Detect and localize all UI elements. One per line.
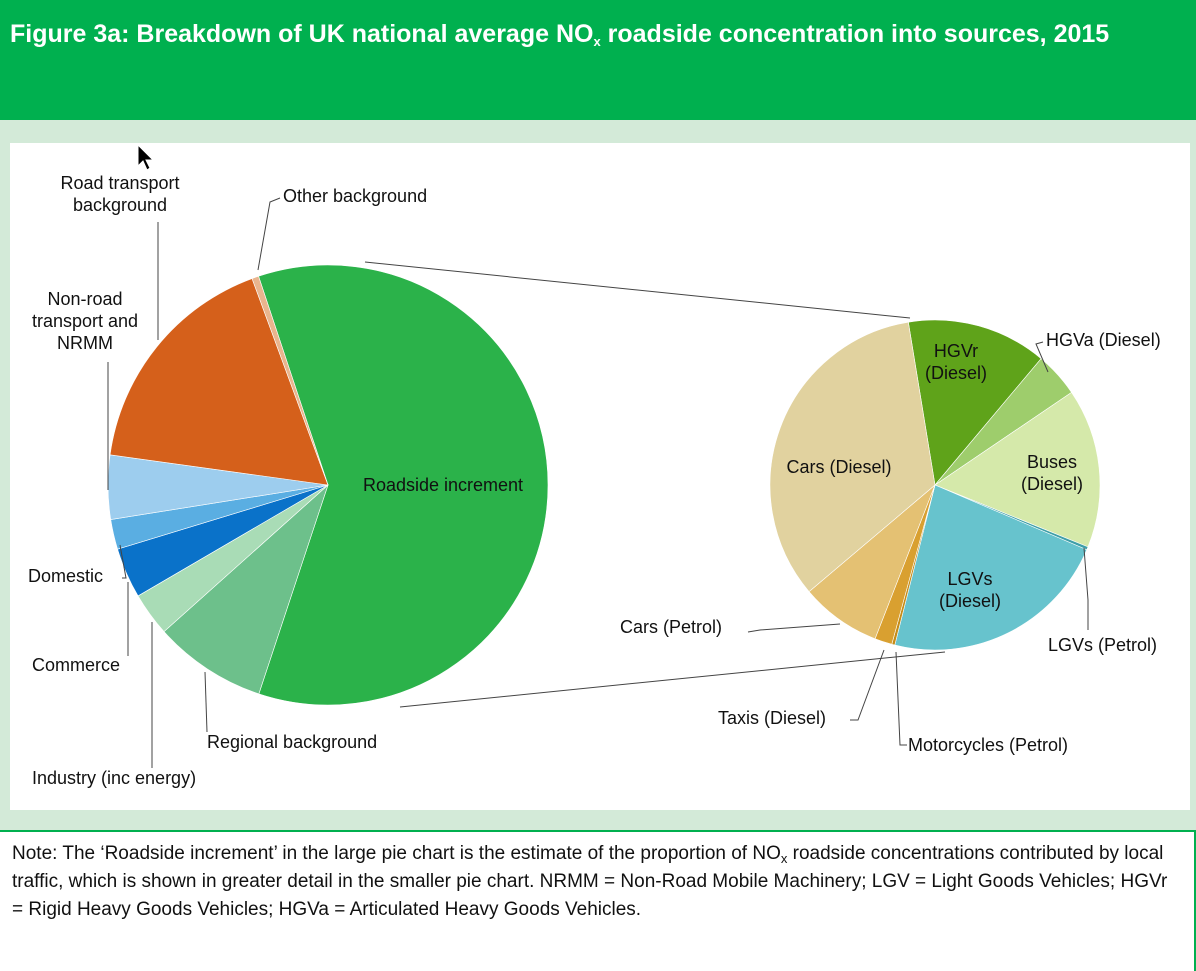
note-text: roadside concentrations contributed by l…: [12, 843, 1168, 920]
slice-label: Commerce: [32, 655, 121, 675]
pie-slice: [907, 319, 1042, 486]
slice-label: LGVs (Diesel): [938, 569, 1001, 611]
title-subscript: x: [593, 34, 601, 49]
connector: [364, 261, 911, 319]
title: Figure 3a: Breakdown of UK national aver…: [10, 20, 594, 48]
leader-line: [1083, 547, 1089, 630]
pie-slice: [251, 275, 329, 486]
slice-label: Buses (Diesel): [1020, 452, 1083, 494]
title: roadside concentration into sources, 201…: [600, 20, 1110, 48]
slice-label: Motorcycles (Petrol): [908, 735, 1069, 755]
slice-label: Taxis (Diesel): [718, 708, 827, 728]
slice-label: LGVs (Petrol): [1048, 635, 1158, 655]
leader-line: [747, 623, 841, 633]
leader-line: [119, 544, 127, 579]
header: Figure 3a: Breakdown of UK national aver…: [0, 0, 1196, 120]
leader-line: [257, 197, 281, 271]
pie-slice: [163, 484, 329, 695]
note-subscript: x: [780, 851, 788, 866]
pie-slice: [934, 391, 1101, 548]
slice-label: HGVr (Diesel): [924, 341, 987, 383]
slice-label: Domestic: [28, 566, 104, 586]
slice-label: Other background: [283, 186, 428, 206]
cursor: [137, 143, 155, 171]
slice-label: Roadside increment: [362, 475, 524, 495]
note: Note: The ‘Roadside increment’ in the la…: [0, 830, 1196, 971]
slice-label: Industry (inc energy): [32, 768, 197, 788]
slice-label: Non-road transport and NRMM: [31, 289, 139, 353]
chart: [107, 143, 1101, 768]
pie-slice: [258, 264, 549, 706]
slice-label: Road transport background: [60, 173, 180, 215]
connector: [399, 651, 946, 708]
leader-line: [850, 649, 885, 721]
leader-line: [204, 671, 208, 733]
pie-slice: [109, 278, 329, 486]
slice-label: Cars (Petrol): [620, 617, 723, 637]
note-text: Note: The ‘Roadside increment’ in the la…: [12, 843, 781, 864]
slice-label: Regional background: [207, 732, 378, 752]
leader-line: [1035, 341, 1049, 373]
pie-slice: [894, 484, 1088, 651]
leader-line: [895, 651, 907, 746]
pie-slice: [769, 321, 936, 593]
slice-label: HGVa (Diesel): [1046, 330, 1161, 350]
slice-label: Cars (Diesel): [786, 457, 892, 477]
